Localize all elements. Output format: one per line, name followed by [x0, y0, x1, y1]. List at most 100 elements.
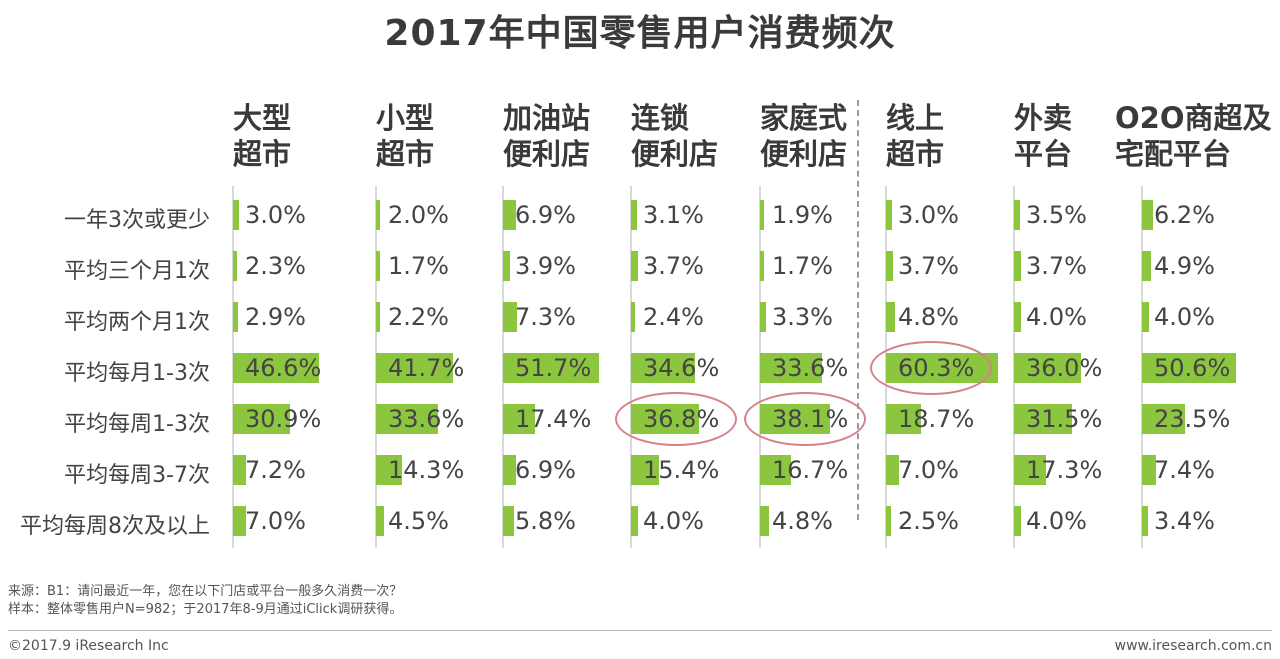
- bar: [503, 251, 511, 281]
- data-label: 7.4%: [1154, 456, 1215, 484]
- column-header-line: 超市: [376, 137, 435, 171]
- column-header-line: 宅配平台: [1115, 137, 1232, 171]
- column-header: 家庭式 便利店: [760, 100, 847, 172]
- bar: [886, 251, 893, 281]
- footer-rule: [8, 630, 1272, 631]
- row-label: 平均三个月1次: [64, 259, 210, 284]
- data-label: 46.6%: [245, 354, 322, 382]
- data-label: 6.9%: [515, 456, 576, 484]
- data-label: 4.9%: [1154, 252, 1215, 280]
- bar: [233, 455, 247, 485]
- bar: [503, 404, 536, 434]
- data-label: 34.6%: [643, 354, 720, 382]
- bar: [233, 200, 239, 230]
- bar: [376, 353, 454, 383]
- bar: [233, 353, 320, 383]
- bar: [760, 455, 791, 485]
- data-label: 2.2%: [388, 303, 449, 331]
- bar: [1014, 251, 1021, 281]
- sample-note: 样本：整体零售用户N=982；于2017年8-9月通过iClick调研获得。: [8, 602, 403, 617]
- bar: [1014, 506, 1022, 536]
- row-label: 平均每周3-7次: [64, 463, 210, 488]
- data-label: 17.3%: [1026, 456, 1103, 484]
- column-header-line: 便利店: [760, 137, 848, 171]
- column-header-line: 超市: [886, 137, 945, 171]
- column-header-line: 超市: [233, 137, 292, 171]
- column-header: 外卖 平台: [1014, 100, 1072, 172]
- data-label: 16.7%: [772, 456, 849, 484]
- bar: [760, 353, 823, 383]
- column-header: 线上 超市: [886, 100, 944, 172]
- data-label: 36.0%: [1026, 354, 1103, 382]
- bar: [1014, 302, 1022, 332]
- bar: [886, 200, 892, 230]
- divider-line: [857, 100, 859, 520]
- copyright: ©2017.9 iResearch Inc: [8, 638, 169, 654]
- bar: [1142, 302, 1150, 332]
- source-note: 来源：B1：请问最近一年，您在以下门店或平台一般多久消费一次？: [8, 584, 403, 599]
- column-header-line: 连锁: [631, 101, 690, 135]
- bar: [1014, 353, 1081, 383]
- data-label: 3.0%: [898, 201, 959, 229]
- data-label: 3.1%: [643, 201, 704, 229]
- bar: [1014, 404, 1073, 434]
- data-label: 3.7%: [898, 252, 959, 280]
- row-label: 平均每周8次及以上: [20, 514, 210, 539]
- data-label: 7.2%: [245, 456, 306, 484]
- data-label: 1.7%: [388, 252, 449, 280]
- bar: [886, 404, 921, 434]
- data-label: 4.0%: [1154, 303, 1215, 331]
- data-label: 2.9%: [245, 303, 306, 331]
- column-header-line: 小型: [376, 101, 435, 135]
- data-label: 3.5%: [1026, 201, 1087, 229]
- column-header: 大型 超市: [233, 100, 291, 172]
- data-label: 31.5%: [1026, 405, 1103, 433]
- highlight-circle: [744, 392, 866, 446]
- data-label: 17.4%: [515, 405, 592, 433]
- row-label: 平均每月1-3次: [64, 361, 210, 386]
- data-label: 3.7%: [643, 252, 704, 280]
- data-label: 4.8%: [772, 507, 833, 535]
- bar: [376, 251, 380, 281]
- data-label: 4.5%: [388, 507, 449, 535]
- bar: [1142, 455, 1156, 485]
- bar: [760, 251, 764, 281]
- data-label: 2.0%: [388, 201, 449, 229]
- data-label: 4.0%: [1026, 303, 1087, 331]
- column-header-line: 便利店: [503, 137, 591, 171]
- bar: [376, 302, 381, 332]
- column-header-line: O2O商超及: [1115, 101, 1272, 135]
- bar: [376, 455, 403, 485]
- bar: [503, 302, 517, 332]
- column-header: 连锁 便利店: [631, 100, 718, 172]
- data-label: 15.4%: [643, 456, 720, 484]
- data-label: 5.8%: [515, 507, 576, 535]
- row-label: 平均每周1-3次: [64, 412, 210, 437]
- bar: [376, 200, 380, 230]
- data-label: 7.0%: [245, 507, 306, 535]
- data-label: 51.7%: [515, 354, 592, 382]
- data-label: 1.7%: [772, 252, 833, 280]
- data-label: 41.7%: [388, 354, 465, 382]
- data-label: 7.0%: [898, 456, 959, 484]
- data-label: 50.6%: [1154, 354, 1231, 382]
- bar: [503, 506, 514, 536]
- data-label: 23.5%: [1154, 405, 1231, 433]
- data-label: 3.4%: [1154, 507, 1215, 535]
- data-label: 2.5%: [898, 507, 959, 535]
- data-label: 18.7%: [898, 405, 975, 433]
- bar: [233, 506, 246, 536]
- bar: [886, 302, 895, 332]
- bar: [631, 302, 636, 332]
- bar: [503, 353, 599, 383]
- data-label: 6.2%: [1154, 201, 1215, 229]
- bar: [376, 506, 385, 536]
- bar: [1014, 455, 1046, 485]
- highlight-circle: [870, 341, 992, 395]
- data-label: 30.9%: [245, 405, 322, 433]
- data-label: 3.0%: [245, 201, 306, 229]
- website: www.iresearch.com.cn: [1114, 638, 1272, 654]
- data-label: 14.3%: [388, 456, 465, 484]
- row-label: 一年3次或更少: [64, 208, 210, 233]
- data-label: 33.6%: [772, 354, 849, 382]
